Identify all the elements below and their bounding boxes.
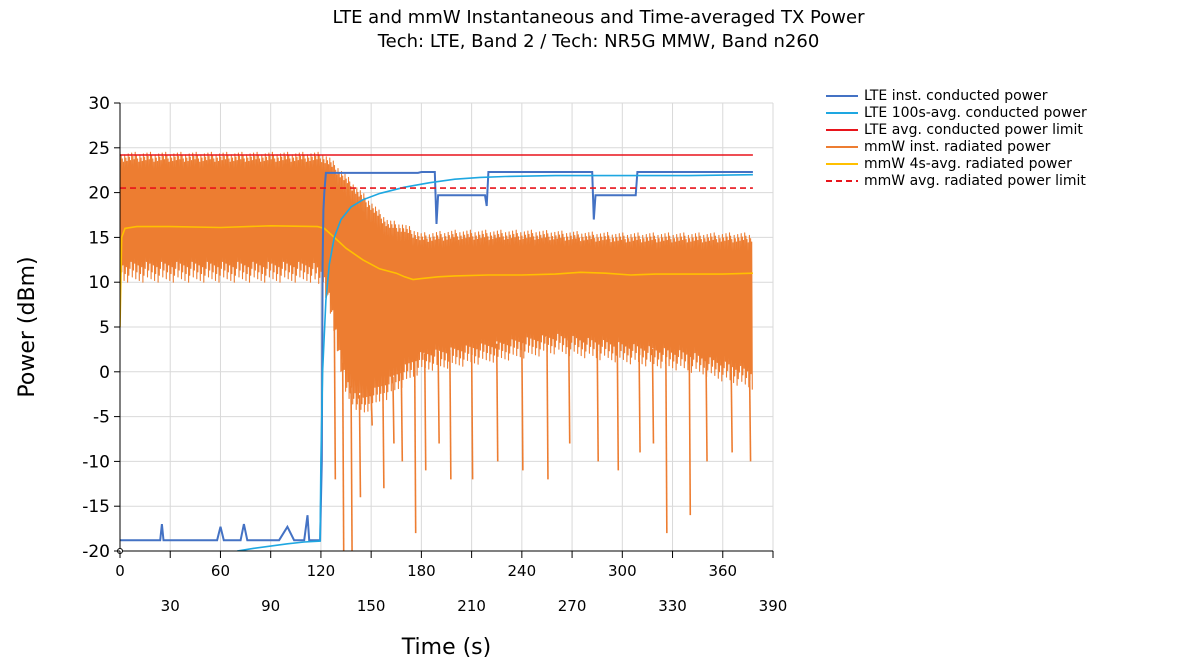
legend-item: mmW avg. radiated power limit [826, 173, 1184, 189]
series-mmw-inst-spike [437, 351, 440, 444]
y-tick-label: -20 [82, 542, 110, 562]
x-tick-label: 150 [357, 597, 386, 615]
x-tick-label: 210 [457, 597, 486, 615]
x-tick-label: 0 [115, 562, 125, 580]
series-line-0 [120, 171, 753, 542]
series-mmw-inst-spike [382, 384, 385, 489]
chart-subtitle: Tech: LTE, Band 2 / Tech: NR5G MMW, Band… [377, 31, 820, 52]
legend-label: LTE 100s-avg. conducted power [864, 105, 1087, 121]
legend-swatch [826, 156, 858, 168]
series-mmw-inst-spike [358, 395, 362, 498]
x-tick-label: 300 [608, 562, 637, 580]
legend-swatch [826, 173, 858, 185]
series-mmw-inst-spike [470, 347, 474, 480]
series-mmw-inst-spike [495, 343, 499, 462]
series-mmw-inst-spike [616, 344, 620, 471]
x-tick-label: 90 [261, 597, 280, 615]
y-tick-label: 25 [88, 139, 110, 159]
series-mmw-inst-spike [665, 350, 668, 534]
series-mmw-inst-spike [333, 318, 337, 480]
series-mmw-inst-spike [413, 359, 417, 534]
legend-swatch [826, 122, 858, 134]
series-mmw-inst-spike [705, 358, 708, 462]
legend-item: LTE inst. conducted power [826, 88, 1184, 104]
series-mmw-inst-spike [341, 362, 345, 551]
x-tick-label: 390 [759, 597, 788, 615]
series-mmw-inst-spike [638, 347, 641, 453]
series-mmw-inst-spike [370, 392, 373, 426]
x-axis-label: Time (s) [401, 635, 491, 660]
y-tick-label: -5 [93, 408, 110, 428]
y-tick-label: 20 [88, 184, 110, 204]
x-tick-label: 360 [708, 562, 737, 580]
y-tick-label: 5 [99, 318, 110, 338]
chart-title-block: LTE and mmW Instantaneous and Time-avera… [0, 6, 1197, 54]
series-group [120, 151, 753, 551]
series-line-4 [120, 224, 753, 328]
x-tick-label: 30 [161, 597, 180, 615]
series-mmw-inst-spike [449, 350, 452, 480]
x-tick-label: 120 [307, 562, 336, 580]
x-tick-label: 270 [558, 597, 587, 615]
legend: LTE inst. conducted power LTE 100s-avg. c… [826, 88, 1184, 190]
series-mmw-inst-spike [521, 340, 524, 471]
legend-item: mmW 4s-avg. radiated power [826, 156, 1184, 172]
y-tick-label: 15 [88, 228, 110, 248]
legend-label: mmW avg. radiated power limit [864, 173, 1086, 189]
series-mmw-inst-spike [688, 353, 692, 516]
series-mmw-inst-spike [546, 337, 549, 480]
series-mmw-inst-band [120, 151, 753, 413]
legend-label: mmW inst. radiated power [864, 139, 1051, 155]
series-mmw-inst-spike [567, 337, 571, 444]
legend-swatch [826, 88, 858, 100]
x-tick-label: 330 [658, 597, 687, 615]
series-mmw-inst-spike [392, 376, 395, 444]
legend-swatch [826, 139, 858, 151]
y-tick-label: -10 [82, 452, 110, 472]
series-mmw-inst-spike [651, 348, 655, 444]
legend-label: LTE avg. conducted power limit [864, 122, 1083, 138]
legend-item: LTE 100s-avg. conducted power [826, 105, 1184, 121]
legend-item: LTE avg. conducted power limit [826, 122, 1184, 138]
series-mmw-inst-spike [730, 365, 733, 453]
chart-title: LTE and mmW Instantaneous and Time-avera… [332, 7, 865, 28]
y-tick-label: 10 [88, 273, 110, 293]
y-tick-label: -15 [82, 497, 110, 517]
y-tick-label: 0 [99, 363, 110, 383]
series-mmw-inst-spike [350, 386, 353, 551]
x-tick-label: 240 [508, 562, 537, 580]
series-mmw-inst-spike [748, 370, 752, 462]
legend-item: mmW inst. radiated power [826, 139, 1184, 155]
legend-label: LTE inst. conducted power [864, 88, 1048, 104]
series-mmw-inst-spike [596, 341, 599, 462]
series-mmw-inst-spike [423, 353, 427, 471]
x-tick-label: 180 [407, 562, 436, 580]
legend-swatch [826, 105, 858, 117]
y-tick-label: 30 [88, 94, 110, 114]
x-tick-label: 60 [211, 562, 230, 580]
series-mmw-inst-spike [400, 369, 404, 462]
series-line-1 [237, 173, 753, 551]
legend-label: mmW 4s-avg. radiated power [864, 156, 1072, 172]
y-axis-label: Power (dBm) [15, 256, 40, 397]
